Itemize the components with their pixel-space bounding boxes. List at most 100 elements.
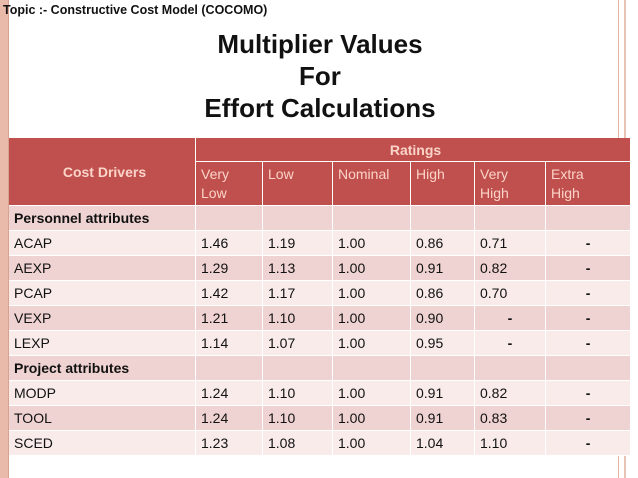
empty-cell bbox=[475, 206, 546, 231]
cost-driver-name: MODP bbox=[9, 381, 196, 406]
multiplier-value: 1.24 bbox=[196, 406, 263, 431]
table-row: PCAP 1.42 1.17 1.00 0.86 0.70- bbox=[9, 281, 632, 306]
multiplier-value: 0.86 bbox=[411, 231, 475, 256]
multiplier-value: 1.00 bbox=[333, 231, 411, 256]
empty-cell bbox=[546, 356, 632, 381]
multiplier-value: 0.70 bbox=[475, 281, 546, 306]
empty-cell bbox=[411, 206, 475, 231]
slide-title-line-1: Multiplier Values bbox=[217, 29, 423, 59]
multiplier-value: 1.10 bbox=[263, 381, 333, 406]
empty-cell bbox=[475, 356, 546, 381]
cost-driver-name: LEXP bbox=[9, 331, 196, 356]
multiplier-value: 1.00 bbox=[333, 256, 411, 281]
multiplier-value: 1.10 bbox=[475, 431, 546, 456]
multiplier-value: - bbox=[546, 306, 632, 331]
table-row: AEXP 1.29 1.13 1.00 0.91 0.82- bbox=[9, 256, 632, 281]
multiplier-value: 1.00 bbox=[333, 306, 411, 331]
rating-header: Very High bbox=[475, 162, 546, 206]
slide-frame-left-line bbox=[8, 0, 9, 478]
empty-cell bbox=[333, 356, 411, 381]
cost-driver-name: TOOL bbox=[9, 406, 196, 431]
cost-driver-name: AEXP bbox=[9, 256, 196, 281]
multiplier-value: 1.00 bbox=[333, 331, 411, 356]
multiplier-value: - bbox=[546, 281, 632, 306]
cost-driver-name: VEXP bbox=[9, 306, 196, 331]
multiplier-value: 1.21 bbox=[196, 306, 263, 331]
rating-header: Low bbox=[263, 162, 333, 206]
multiplier-value: - bbox=[546, 331, 632, 356]
multiplier-value: 0.82 bbox=[475, 381, 546, 406]
slide-title-line-3: Effort Calculations bbox=[204, 93, 436, 123]
multiplier-value: 1.42 bbox=[196, 281, 263, 306]
multiplier-value: 1.07 bbox=[263, 331, 333, 356]
rating-header-line-1: Very bbox=[201, 166, 230, 182]
rating-header: Very Low bbox=[196, 162, 263, 206]
multiplier-value: 1.46 bbox=[196, 231, 263, 256]
multiplier-value: 0.86 bbox=[411, 281, 475, 306]
cost-driver-name: ACAP bbox=[9, 231, 196, 256]
rating-header-line-2: High bbox=[551, 185, 580, 201]
section-row: Personnel attributes bbox=[9, 206, 632, 231]
table-row: MODP 1.24 1.10 1.00 0.91 0.82- bbox=[9, 381, 632, 406]
empty-cell bbox=[263, 356, 333, 381]
multiplier-value: 1.13 bbox=[263, 256, 333, 281]
rating-header-line-2: Low bbox=[201, 185, 227, 201]
multiplier-value: 0.91 bbox=[411, 406, 475, 431]
multiplier-value: - bbox=[546, 381, 632, 406]
table-row: VEXP 1.21 1.10 1.00 0.90- - bbox=[9, 306, 632, 331]
multiplier-value: 1.10 bbox=[263, 406, 333, 431]
multiplier-value: 1.19 bbox=[263, 231, 333, 256]
multiplier-value: 0.71 bbox=[475, 231, 546, 256]
topic-heading: Topic :- Constructive Cost Model (COCOMO… bbox=[3, 3, 268, 17]
multiplier-table: Cost Drivers Ratings Very Low Low Nominal Hi… bbox=[9, 138, 632, 456]
rating-header: High bbox=[411, 162, 475, 206]
section-row: Project attributes bbox=[9, 356, 632, 381]
cost-driver-name: SCED bbox=[9, 431, 196, 456]
slide-title-line-2: For bbox=[299, 61, 341, 91]
multiplier-value: 1.00 bbox=[333, 281, 411, 306]
cost-driver-name: PCAP bbox=[9, 281, 196, 306]
multiplier-value: - bbox=[475, 331, 546, 356]
empty-cell bbox=[196, 356, 263, 381]
multiplier-value: 1.00 bbox=[333, 381, 411, 406]
multiplier-value: 1.23 bbox=[196, 431, 263, 456]
empty-cell bbox=[196, 206, 263, 231]
rating-header: Extra High bbox=[546, 162, 632, 206]
multiplier-value: - bbox=[475, 306, 546, 331]
ratings-header: Ratings bbox=[196, 138, 632, 162]
multiplier-value: 0.91 bbox=[411, 381, 475, 406]
multiplier-value: 0.91 bbox=[411, 256, 475, 281]
table-row: TOOL 1.24 1.10 1.00 0.91 0.83- bbox=[9, 406, 632, 431]
multiplier-value: - bbox=[546, 431, 632, 456]
multiplier-value: - bbox=[546, 231, 632, 256]
empty-cell bbox=[333, 206, 411, 231]
rating-header-line-1: Very bbox=[480, 166, 509, 182]
multiplier-value: 1.14 bbox=[196, 331, 263, 356]
table-row: LEXP 1.14 1.07 1.00 0.95- - bbox=[9, 331, 632, 356]
cost-drivers-header: Cost Drivers bbox=[9, 138, 196, 206]
multiplier-value: 0.90 bbox=[411, 306, 475, 331]
multiplier-value: 0.95 bbox=[411, 331, 475, 356]
empty-cell bbox=[263, 206, 333, 231]
rating-header: Nominal bbox=[333, 162, 411, 206]
multiplier-value: 1.00 bbox=[333, 406, 411, 431]
multiplier-value: 1.10 bbox=[263, 306, 333, 331]
rating-header-line-2: High bbox=[480, 185, 509, 201]
empty-cell bbox=[411, 356, 475, 381]
rating-header-line-1: Extra bbox=[551, 166, 584, 182]
multiplier-value: 1.04 bbox=[411, 431, 475, 456]
multiplier-value: - bbox=[546, 406, 632, 431]
multiplier-value: 1.24 bbox=[196, 381, 263, 406]
table-row: ACAP 1.46 1.19 1.00 0.86 0.71- bbox=[9, 231, 632, 256]
slide-frame-left bbox=[0, 0, 8, 478]
multiplier-value: 1.08 bbox=[263, 431, 333, 456]
rating-header-line-1: High bbox=[416, 166, 445, 182]
multiplier-value: 1.17 bbox=[263, 281, 333, 306]
rating-header-line-1: Low bbox=[268, 166, 294, 182]
multiplier-value: 1.00 bbox=[333, 431, 411, 456]
multiplier-value: - bbox=[546, 256, 632, 281]
multiplier-value: 0.83 bbox=[475, 406, 546, 431]
multiplier-value: 1.29 bbox=[196, 256, 263, 281]
table-row: SCED 1.23 1.08 1.00 1.04 1.10- bbox=[9, 431, 632, 456]
rating-header-line-1: Nominal bbox=[338, 166, 390, 182]
